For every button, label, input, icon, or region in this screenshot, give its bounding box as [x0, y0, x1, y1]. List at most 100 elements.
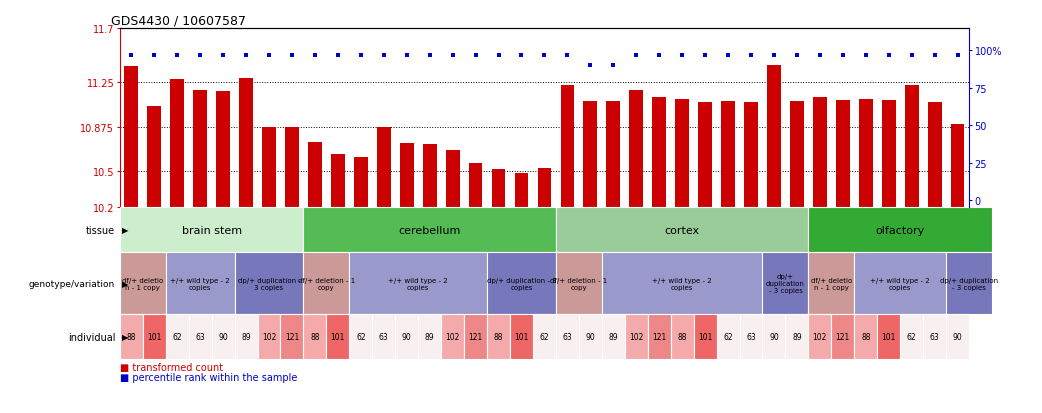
- Text: 63: 63: [379, 332, 389, 342]
- Bar: [809, 315, 832, 359]
- Text: df/+ deletio
n - 1 copy: df/+ deletio n - 1 copy: [122, 277, 164, 290]
- Bar: [120, 253, 166, 315]
- Bar: [303, 315, 326, 359]
- Bar: [836, 100, 849, 208]
- Text: dp/+
duplication
- 3 copies: dp/+ duplication - 3 copies: [766, 274, 804, 294]
- Bar: [538, 169, 551, 208]
- Bar: [721, 102, 735, 208]
- Bar: [377, 128, 391, 208]
- Text: 90: 90: [952, 332, 963, 342]
- Bar: [280, 315, 303, 359]
- Text: GDS4430 / 10607587: GDS4430 / 10607587: [111, 15, 246, 28]
- Text: 63: 63: [563, 332, 572, 342]
- Bar: [946, 315, 969, 359]
- Bar: [400, 143, 414, 208]
- Bar: [625, 315, 648, 359]
- Text: 88: 88: [311, 332, 320, 342]
- Text: dp/+ duplication - 3
copies: dp/+ duplication - 3 copies: [487, 277, 556, 290]
- Bar: [354, 158, 368, 208]
- Bar: [263, 128, 276, 208]
- Bar: [303, 208, 556, 253]
- Bar: [418, 315, 441, 359]
- Bar: [556, 315, 579, 359]
- Bar: [790, 102, 803, 208]
- Bar: [854, 253, 946, 315]
- Bar: [809, 208, 992, 253]
- Text: 63: 63: [195, 332, 205, 342]
- Bar: [950, 124, 965, 208]
- Text: individual: individual: [68, 332, 116, 342]
- Text: 101: 101: [147, 332, 162, 342]
- Text: 89: 89: [609, 332, 618, 342]
- Text: ▶: ▶: [122, 226, 128, 235]
- Bar: [349, 315, 372, 359]
- Text: 88: 88: [126, 332, 137, 342]
- Text: 62: 62: [907, 332, 917, 342]
- Bar: [923, 315, 946, 359]
- Bar: [694, 315, 717, 359]
- Bar: [532, 315, 556, 359]
- Bar: [170, 80, 184, 208]
- Bar: [927, 103, 942, 208]
- Text: +/+ wild type - 2
copies: +/+ wild type - 2 copies: [170, 277, 230, 290]
- Text: 63: 63: [746, 332, 755, 342]
- Text: 102: 102: [445, 332, 460, 342]
- Bar: [740, 315, 763, 359]
- Bar: [143, 315, 166, 359]
- Bar: [671, 315, 694, 359]
- Bar: [648, 315, 671, 359]
- Text: 62: 62: [540, 332, 549, 342]
- Text: 102: 102: [262, 332, 276, 342]
- Bar: [579, 315, 602, 359]
- Bar: [349, 253, 487, 315]
- Bar: [308, 142, 322, 208]
- Bar: [877, 315, 900, 359]
- Bar: [717, 315, 740, 359]
- Bar: [859, 99, 872, 208]
- Text: brain stem: brain stem: [181, 225, 242, 235]
- Bar: [584, 102, 597, 208]
- Bar: [767, 66, 780, 208]
- Text: 62: 62: [172, 332, 182, 342]
- Bar: [561, 86, 574, 208]
- Bar: [763, 253, 809, 315]
- Bar: [487, 315, 510, 359]
- Text: 88: 88: [677, 332, 687, 342]
- Text: 88: 88: [494, 332, 503, 342]
- Bar: [786, 315, 809, 359]
- Bar: [556, 253, 602, 315]
- Text: 90: 90: [218, 332, 228, 342]
- Bar: [124, 67, 139, 208]
- Bar: [441, 315, 464, 359]
- Text: 121: 121: [284, 332, 299, 342]
- Bar: [331, 154, 345, 208]
- Text: 102: 102: [629, 332, 644, 342]
- Bar: [212, 315, 234, 359]
- Bar: [120, 208, 303, 253]
- Bar: [832, 315, 854, 359]
- Bar: [813, 98, 826, 208]
- Bar: [510, 315, 532, 359]
- Text: 101: 101: [330, 332, 345, 342]
- Bar: [217, 92, 230, 208]
- Bar: [763, 315, 786, 359]
- Text: ▶: ▶: [122, 332, 128, 342]
- Bar: [606, 102, 620, 208]
- Text: dp/+ duplication -
3 copies: dp/+ duplication - 3 copies: [238, 277, 300, 290]
- Bar: [854, 315, 877, 359]
- Bar: [602, 253, 763, 315]
- Bar: [464, 315, 487, 359]
- Text: genotype/variation: genotype/variation: [29, 279, 116, 288]
- Text: 62: 62: [356, 332, 366, 342]
- Bar: [602, 315, 625, 359]
- Bar: [446, 151, 460, 208]
- Bar: [469, 164, 482, 208]
- Bar: [515, 173, 528, 208]
- Bar: [286, 128, 299, 208]
- Text: 89: 89: [792, 332, 801, 342]
- Text: +/+ wild type - 2
copies: +/+ wild type - 2 copies: [389, 277, 448, 290]
- Bar: [234, 315, 257, 359]
- Bar: [303, 253, 349, 315]
- Text: olfactory: olfactory: [875, 225, 925, 235]
- Text: 101: 101: [698, 332, 713, 342]
